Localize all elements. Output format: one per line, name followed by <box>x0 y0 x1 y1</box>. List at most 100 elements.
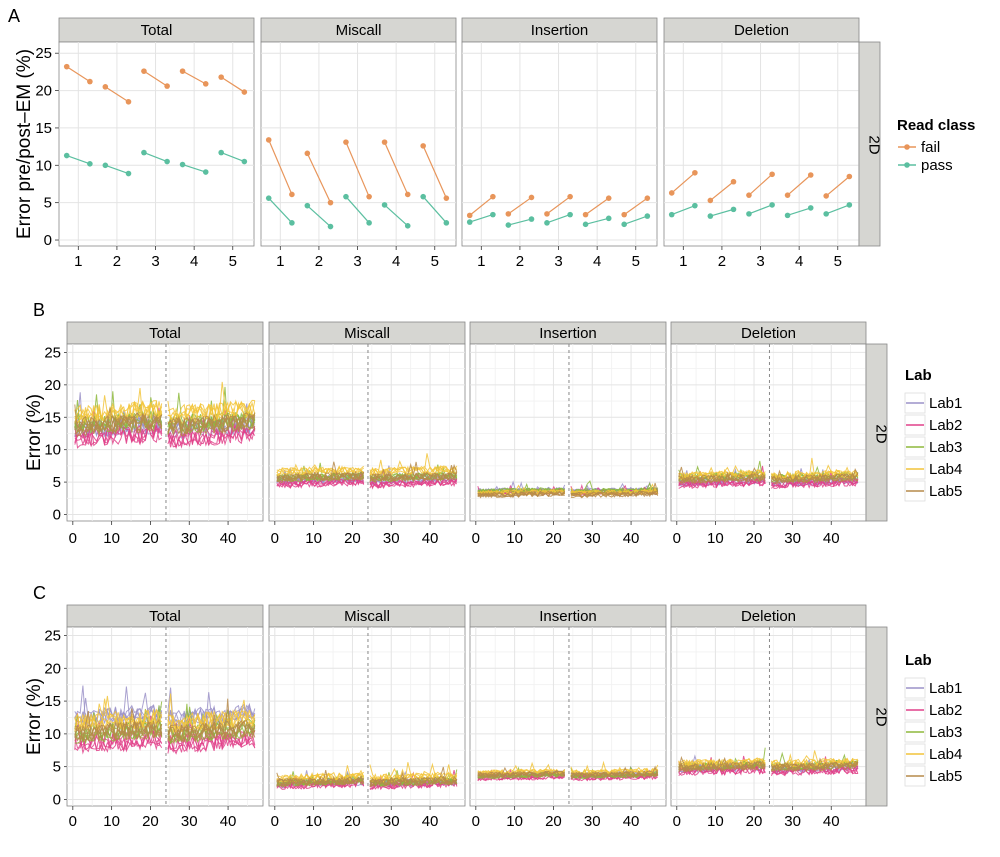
series-pass-point <box>179 161 186 168</box>
series-fail-point <box>846 173 853 180</box>
series-pass-point <box>490 211 496 218</box>
series-lab5-line <box>570 491 659 498</box>
facet-strip <box>663 17 860 43</box>
series-pass-point <box>241 158 248 165</box>
series-fail-point <box>668 190 675 196</box>
x-tick-label: 1 <box>679 253 687 270</box>
facet-title: Insertion <box>539 325 597 342</box>
series-pass-point <box>420 193 426 200</box>
series-fail-point <box>644 195 651 201</box>
facet-total: Total 0 10 20 30 40 <box>66 604 264 830</box>
series-fail-segment <box>469 196 494 216</box>
series-fail-point <box>707 197 714 204</box>
series-fail-point <box>164 83 170 89</box>
series-lab5-line <box>570 490 658 499</box>
series-pass-point <box>289 220 295 226</box>
series-pass-segment <box>182 163 206 173</box>
series-pass-point <box>769 202 775 208</box>
series-fail-point <box>466 212 473 219</box>
x-tick-label: 4 <box>593 253 601 270</box>
x-tick-label: 20 <box>545 813 562 830</box>
plot-area <box>670 343 867 522</box>
x-tick-label: 30 <box>383 530 400 547</box>
series-fail-segment <box>671 172 696 194</box>
series-lab5-line <box>167 719 256 743</box>
series-lab2-line <box>167 410 256 447</box>
row-strip <box>858 41 881 247</box>
series-pass-segment <box>66 155 91 165</box>
x-tick-label: 0 <box>673 530 681 547</box>
facet-strip <box>260 17 457 43</box>
series-fail-segment <box>66 66 91 83</box>
x-tick-label: 0 <box>472 813 480 830</box>
series-lab5-line <box>477 766 566 778</box>
legend-key-point <box>904 162 910 168</box>
x-tick-label: 10 <box>305 813 322 830</box>
x-tick-label: 3 <box>554 253 562 270</box>
series-pass-point <box>63 152 70 159</box>
x-tick-label: 4 <box>190 253 198 270</box>
series-fail-point <box>505 211 512 217</box>
series-pass-segment <box>143 152 168 163</box>
series-pass-point <box>692 202 698 209</box>
x-tick-label: 40 <box>623 813 640 830</box>
series-fail-point <box>692 169 698 176</box>
y-tick-label: 15 <box>35 120 52 137</box>
series-pass-segment <box>710 208 734 217</box>
series-lab4-line <box>167 693 256 733</box>
series-pass-point <box>265 195 272 201</box>
series-pass-point <box>528 216 535 222</box>
facet-deletion: Deletion 1 2 3 4 5 <box>663 17 860 270</box>
series-fail-segment <box>182 70 207 85</box>
x-tick-label: 30 <box>584 530 601 547</box>
series-lab2-line <box>276 778 365 790</box>
legend-label: Lab4 <box>929 461 962 478</box>
y-tick-label: 5 <box>44 195 52 212</box>
legend: Lab Lab1 Lab2 Lab3 Lab4 Lab5 <box>904 367 962 502</box>
facet-miscall: Miscall 1 2 3 4 5 <box>260 17 457 270</box>
series-fail-point <box>730 178 737 185</box>
series-pass-point <box>327 223 334 230</box>
x-tick-label: 40 <box>823 530 840 547</box>
facet-insertion: Insertion 0 10 20 30 40 <box>469 321 667 547</box>
series-fail-point <box>582 211 589 218</box>
x-tick-label: 2 <box>516 253 524 270</box>
series-fail-point <box>823 193 829 199</box>
legend-label: Lab1 <box>929 395 962 412</box>
series-fail-point <box>443 195 450 201</box>
x-tick-label: 10 <box>103 813 120 830</box>
x-tick-label: 4 <box>795 253 803 270</box>
series-fail-point <box>304 150 311 157</box>
series-pass-point <box>202 169 209 175</box>
series-fail-point <box>63 63 70 70</box>
series-lab5-line <box>167 720 256 744</box>
series-pass-point <box>621 221 627 228</box>
series-pass-segment <box>585 217 609 225</box>
series-fail-segment <box>345 141 370 197</box>
facet-title: Deletion <box>741 608 796 625</box>
series-lab5-line <box>678 760 766 773</box>
series-pass-segment <box>105 164 129 175</box>
y-tick-label: 0 <box>53 507 61 524</box>
series-fail-point <box>265 137 272 143</box>
x-tick-label: 30 <box>383 813 400 830</box>
series-lab5-line <box>477 770 566 778</box>
series-pass-point <box>125 170 132 177</box>
series-lab5-line <box>369 461 458 483</box>
facet-deletion: Deletion 0 10 20 30 40 <box>670 604 867 830</box>
x-tick-label: 0 <box>271 813 279 830</box>
y-tick-label: 20 <box>44 660 61 677</box>
series-fail-point <box>807 172 814 178</box>
y-tick-label: 10 <box>44 726 61 743</box>
series-fail-point <box>102 84 109 90</box>
facet-title: Deletion <box>734 22 789 39</box>
x-tick-label: 20 <box>344 813 361 830</box>
series-fail-segment <box>268 139 293 195</box>
series-fail-segment <box>507 196 532 215</box>
panel-label: A <box>8 6 20 26</box>
series-pass-point <box>366 220 372 226</box>
series-fail-point <box>327 199 334 206</box>
series-lab5-line <box>167 720 256 742</box>
series-fail-point <box>179 68 186 74</box>
